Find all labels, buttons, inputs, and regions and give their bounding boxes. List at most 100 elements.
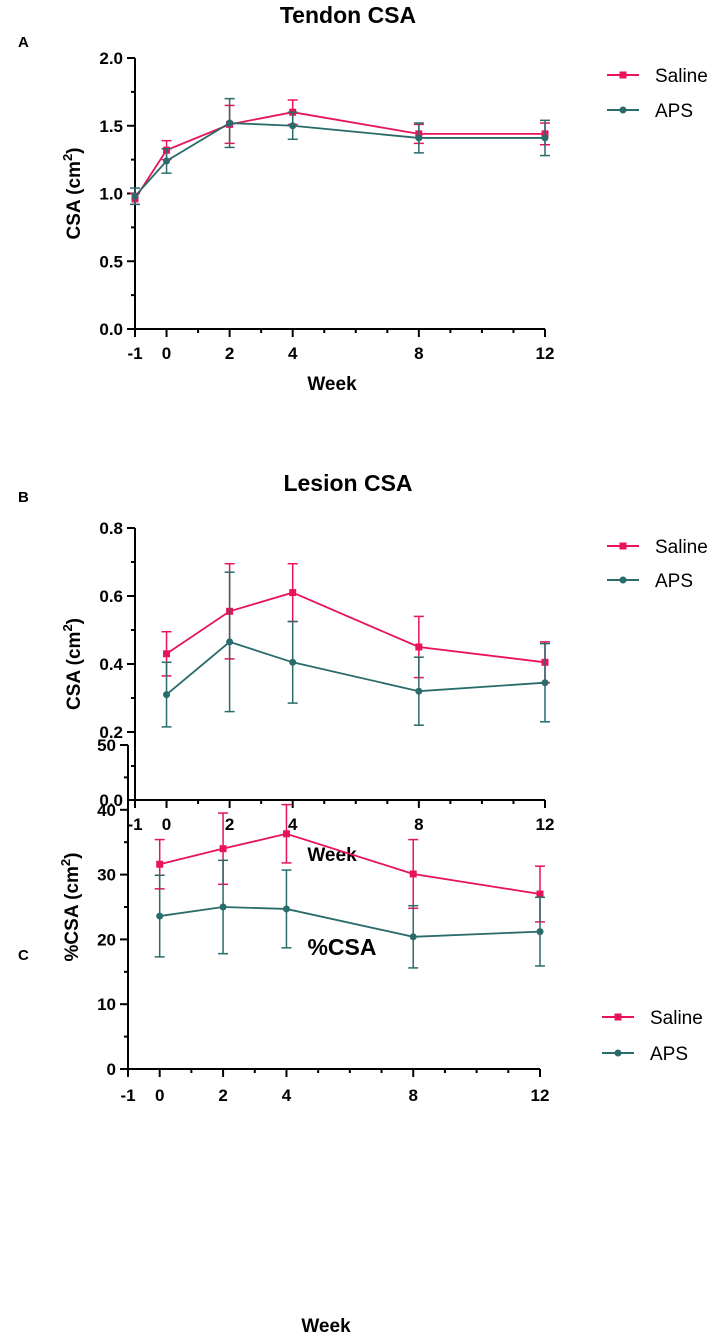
data-point [282, 905, 290, 913]
panel-label: C [18, 947, 29, 964]
data-point [415, 134, 423, 142]
legend-label: APS [650, 1044, 688, 1065]
data-point [219, 903, 227, 911]
data-point [163, 691, 171, 699]
y-axis-label: CSA (cm2) [60, 147, 85, 239]
data-point [289, 658, 297, 666]
data-point [415, 643, 423, 651]
series-line [166, 591, 546, 664]
y-tick-label: 1.0 [99, 185, 123, 204]
x-axis-label: Week [307, 374, 357, 395]
chart-title: %CSA [307, 934, 376, 960]
legend-item-saline: Saline [607, 537, 708, 558]
x-tick-label: -1 [127, 344, 142, 363]
legend-marker [619, 542, 627, 550]
chart-panel-B: B Lesion CSA 0.0 0.2 0.4 0.6 0.8 -1 0 2 4 8 12 Week CS… [18, 470, 708, 866]
data-point [226, 119, 234, 127]
x-tick-label: 4 [288, 815, 298, 834]
legend-label: Saline [655, 537, 708, 558]
series-saline [161, 562, 550, 684]
legend-item-aps: APS [602, 1044, 688, 1065]
series-aps [161, 571, 550, 728]
data-point [219, 845, 227, 853]
panel-label: B [18, 489, 29, 506]
data-point [226, 638, 234, 646]
y-tick-label: 2.0 [99, 49, 123, 68]
x-tick-label: 2 [225, 815, 234, 834]
x-tick-label: 2 [218, 1086, 227, 1105]
y-tick-label: 0.2 [99, 723, 123, 742]
y-tick-label: 30 [97, 866, 116, 885]
data-point [536, 928, 544, 936]
series-aps [130, 97, 550, 206]
chart-title: Tendon CSA [280, 2, 416, 28]
legend-item-saline: Saline [607, 66, 708, 87]
y-tick-label: 20 [97, 930, 116, 949]
legend-marker [614, 1013, 622, 1021]
data-point [541, 679, 549, 687]
series-line [159, 906, 541, 938]
x-axis-label: Week [301, 1316, 351, 1337]
legend-item-aps: APS [607, 571, 693, 592]
y-tick-label: 0.6 [99, 587, 123, 606]
data-point [536, 890, 544, 898]
data-point [541, 134, 549, 142]
data-point [156, 860, 164, 868]
data-point [131, 192, 139, 200]
legend-marker [619, 106, 627, 114]
panel-label: A [18, 34, 29, 51]
series-line [134, 111, 545, 200]
y-tick-label: 40 [97, 801, 116, 820]
legend-item-saline: Saline [602, 1008, 703, 1029]
legend-label: Saline [650, 1008, 703, 1029]
legend-label: APS [655, 101, 693, 122]
legend-item-aps: APS [607, 101, 693, 122]
chart-panel-A: A Tendon CSA 0.0 0.5 1.0 1.5 2.0 -1 0 2 4 8 12 Week CS… [18, 2, 708, 395]
data-point [289, 589, 297, 597]
y-tick-label: 0.5 [99, 252, 123, 271]
x-tick-label: 0 [162, 344, 171, 363]
chart-title: Lesion CSA [283, 470, 412, 496]
y-axis-label: %CSA (cm2) [58, 853, 83, 962]
y-tick-label: 10 [97, 995, 116, 1014]
x-tick-label: 12 [536, 344, 555, 363]
series-line [134, 122, 545, 197]
x-tick-label: 0 [162, 815, 171, 834]
data-point [163, 157, 171, 165]
legend-marker [619, 71, 627, 79]
x-tick-label: 8 [408, 1086, 417, 1105]
y-tick-label: 50 [97, 736, 116, 755]
x-tick-label: -1 [127, 815, 142, 834]
series-line [165, 640, 546, 696]
x-tick-label: -1 [120, 1086, 135, 1105]
legend-marker [614, 1049, 622, 1057]
data-point [282, 830, 290, 838]
y-tick-label: 0 [107, 1060, 116, 1079]
data-point [409, 933, 417, 941]
data-point [415, 687, 423, 695]
y-tick-label: 1.5 [99, 117, 123, 136]
data-point [163, 650, 171, 658]
x-tick-label: 4 [282, 1086, 292, 1105]
legend-label: APS [655, 571, 693, 592]
data-point [289, 122, 297, 130]
series-aps [154, 859, 545, 969]
y-axis-label: CSA (cm2) [60, 618, 85, 710]
legend-label: Saline [655, 66, 708, 87]
y-tick-label: 0.0 [99, 320, 123, 339]
series-saline [130, 99, 550, 206]
data-point [409, 870, 417, 878]
x-tick-label: 4 [288, 344, 298, 363]
x-tick-label: 2 [225, 344, 234, 363]
y-tick-label: 0.4 [99, 655, 123, 674]
x-tick-label: 12 [536, 815, 555, 834]
x-tick-label: 12 [531, 1086, 550, 1105]
data-point [156, 912, 164, 920]
x-tick-label: 8 [414, 344, 423, 363]
x-tick-label: 0 [155, 1086, 164, 1105]
y-tick-label: 0.8 [99, 519, 123, 538]
y-tick-label: 0.0 [99, 791, 123, 810]
x-tick-label: 8 [414, 815, 423, 834]
